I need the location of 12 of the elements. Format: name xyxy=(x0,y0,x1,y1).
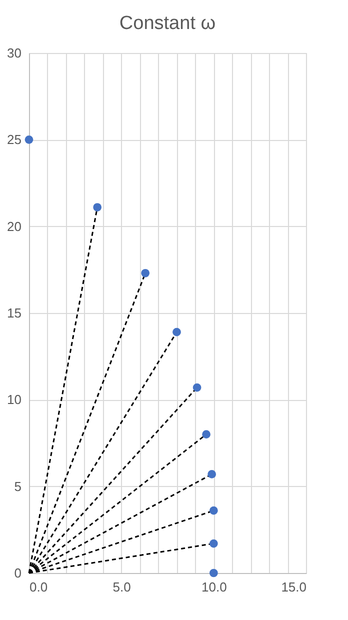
y-tick-label: 30 xyxy=(7,46,22,60)
y-tick-label: 5 xyxy=(14,478,22,494)
y-tick-label: 0 xyxy=(14,566,22,580)
x-tick-label: 0.0 xyxy=(30,580,48,594)
y-tick-label: 15 xyxy=(7,306,22,320)
x-tick-label: 10.0 xyxy=(202,580,227,594)
y-tick-label: 20 xyxy=(7,218,22,234)
x-tick-label: 5.0 xyxy=(112,580,131,594)
chart-title: Constant ω xyxy=(119,13,216,34)
y-tick-label: 10 xyxy=(7,392,22,408)
x-tick-label: 15.0 xyxy=(281,580,306,594)
y-tick-label: 25 xyxy=(7,132,22,148)
